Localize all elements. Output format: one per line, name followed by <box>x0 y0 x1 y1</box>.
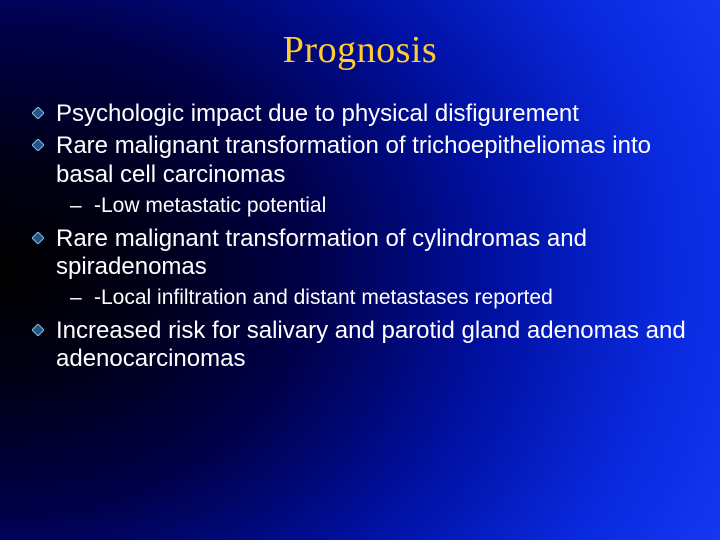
sub-bullet-text: -Local infiltration and distant metastas… <box>94 286 553 309</box>
slide-container: Prognosis Psychologic impact due to phys… <box>0 0 720 540</box>
diamond-bullet-icon <box>32 107 44 119</box>
diamond-bullet-icon <box>32 324 44 336</box>
sub-bullet-item: -Local infiltration and distant metastas… <box>30 285 690 311</box>
bullet-text: Rare malignant transformation of trichoe… <box>56 132 651 187</box>
bullet-item: Psychologic impact due to physical disfi… <box>30 100 690 128</box>
bullet-text: Increased risk for salivary and parotid … <box>56 317 686 372</box>
bullet-text: Rare malignant transformation of cylindr… <box>56 225 587 280</box>
sub-bullet-item: -Low metastatic potential <box>30 193 690 219</box>
diamond-bullet-icon <box>32 232 44 244</box>
slide-body: Psychologic impact due to physical disfi… <box>30 100 690 373</box>
diamond-bullet-icon <box>32 139 44 151</box>
bullet-item: Rare malignant transformation of cylindr… <box>30 225 690 282</box>
sub-bullet-text: -Low metastatic potential <box>94 194 326 217</box>
bullet-text: Psychologic impact due to physical disfi… <box>56 100 579 127</box>
bullet-item: Increased risk for salivary and parotid … <box>30 317 690 374</box>
bullet-item: Rare malignant transformation of trichoe… <box>30 132 690 189</box>
slide-title: Prognosis <box>30 28 690 72</box>
